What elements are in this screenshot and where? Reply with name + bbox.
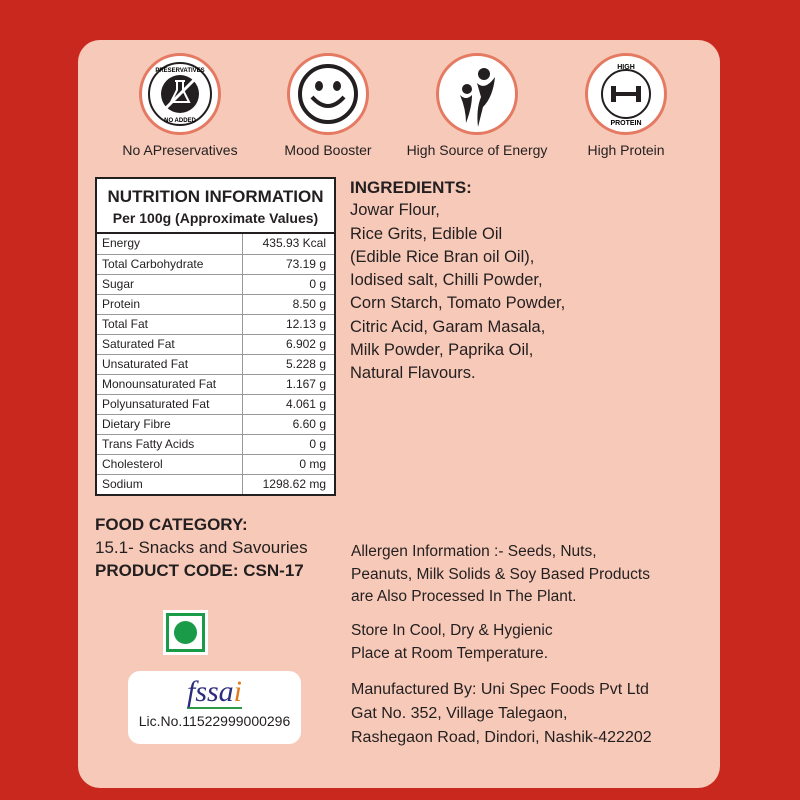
table-row: Sodium 1298.62 mg [97, 474, 334, 494]
nutrient-value: 4.061 g [285, 397, 326, 411]
nutrient-name: Dietary Fibre [97, 415, 243, 434]
nutrient-name: Unsaturated Fat [97, 355, 243, 374]
ingredients: INGREDIENTS: Jowar Flour, Rice Grits, Edi… [350, 176, 565, 386]
nutrient-name: Sodium [97, 475, 243, 494]
text-line: Place at Room Temperature. [351, 644, 549, 662]
badge-label: Mood Booster [284, 142, 372, 158]
table-row: Saturated Fat 6.902 g [97, 334, 334, 354]
text-line: Peanuts, Milk Solids & Soy Based Product… [351, 565, 650, 583]
nutrient-value: 0 g [309, 437, 326, 451]
nutrition-table: NUTRITION INFORMATION Per 100g (Approxim… [95, 177, 336, 496]
text-line: Corn Starch, Tomato Powder, [350, 294, 566, 313]
table-row: Polyunsaturated Fat 4.061 g [97, 394, 334, 414]
table-row: Unsaturated Fat 5.228 g [97, 354, 334, 374]
badge-label: High Source of Energy [406, 142, 548, 158]
nutrient-name: Trans Fatty Acids [97, 435, 243, 454]
fssai-logo: fssai [186, 675, 243, 709]
ingredients-title: INGREDIENTS: [350, 178, 472, 197]
text-line: (Edible Rice Bran oil Oil), [350, 247, 535, 266]
nutrient-name: Polyunsaturated Fat [97, 395, 243, 414]
nutrient-value: 435.93 Kcal [262, 236, 326, 250]
table-row: Dietary Fibre 6.60 g [97, 414, 334, 434]
text-line: Store In Cool, Dry & Hygienic [351, 622, 553, 639]
allergen-info: Allergen Information :- Seeds, Nuts, Pean… [351, 541, 650, 609]
nutrient-value: 1298.62 mg [262, 477, 326, 491]
nutrient-value: 6.60 g [292, 417, 326, 431]
table-row: Energy 435.93 Kcal [97, 234, 334, 254]
text-line: Rashegaon Road, Dindori, Nashik-422202 [351, 729, 652, 746]
veg-mark-icon [163, 610, 208, 655]
smiley-icon [287, 53, 369, 135]
nutrient-name: Total Fat [97, 315, 243, 334]
text-line: Iodised salt, Chilli Powder, [350, 271, 543, 290]
svg-text:PROTEIN: PROTEIN [610, 120, 641, 127]
nutrient-value: 1.167 g [285, 377, 326, 391]
table-row: Total Fat 12.13 g [97, 314, 334, 334]
nutrient-name: Sugar [97, 275, 243, 294]
no-preservatives-icon: PRESERVATIVES NO ADDED [139, 53, 221, 135]
nutrient-name: Total Carbohydrate [97, 255, 243, 274]
table-row: Total Carbohydrate 73.19 g [97, 254, 334, 274]
text-line: Citric Acid, Garam Masala, [350, 317, 546, 336]
nutrient-value: 6.902 g [285, 337, 326, 351]
text-line: Allergen Information :- Seeds, Nuts, [351, 543, 597, 560]
food-category-title: FOOD CATEGORY: [95, 515, 248, 534]
text-line: Rice Grits, Edible Oil [350, 224, 503, 243]
svg-text:HIGH: HIGH [617, 64, 635, 71]
energy-people-icon [436, 53, 518, 135]
nutrient-name: Energy [97, 234, 243, 254]
nutrient-name: Cholesterol [97, 455, 243, 474]
product-code: PRODUCT CODE: CSN-17 [95, 561, 304, 580]
nutrient-value: 0 g [309, 277, 326, 291]
nutrition-title: NUTRITION INFORMATION [107, 187, 324, 206]
fssai-license: Lic.No.11522999000296 [138, 713, 291, 729]
text-line: Natural Flavours. [350, 364, 476, 383]
svg-text:PRESERVATIVES: PRESERVATIVES [155, 68, 204, 74]
text-line: Jowar Flour, [350, 201, 440, 220]
badge-label: No APreservatives [122, 142, 238, 158]
food-category: FOOD CATEGORY: 15.1- Snacks and Savourie… [95, 513, 308, 582]
nutrient-value: 73.19 g [285, 257, 326, 271]
text-line: Milk Powder, Paprika Oil, [350, 341, 534, 360]
table-row: Trans Fatty Acids 0 g [97, 434, 334, 454]
table-row: Sugar 0 g [97, 274, 334, 294]
nutrient-value: 0 mg [299, 457, 326, 471]
nutrient-value: 12.13 g [285, 317, 326, 331]
nutrient-name: Monounsaturated Fat [97, 375, 243, 394]
text-line: Manufactured By: Uni Spec Foods Pvt Ltd [351, 681, 649, 698]
text-line: are Also Processed In The Plant. [351, 588, 577, 605]
badge-label: High Protein [587, 142, 665, 158]
nutrient-name: Protein [97, 295, 243, 314]
table-row: Monounsaturated Fat 1.167 g [97, 374, 334, 394]
table-row: Protein 8.50 g [97, 294, 334, 314]
table-row: Cholesterol 0 mg [97, 454, 334, 474]
nutrient-value: 5.228 g [285, 357, 326, 371]
manufacturer-info: Manufactured By: Uni Spec Foods Pvt Ltd G… [351, 678, 652, 750]
nutrient-name: Saturated Fat [97, 335, 243, 354]
nutrient-value: 8.50 g [292, 297, 326, 311]
svg-text:NO ADDED: NO ADDED [164, 118, 196, 124]
storage-info: Store In Cool, Dry & Hygienic Place at Ro… [351, 620, 553, 665]
fssai-badge: fssai Lic.No.11522999000296 [128, 671, 301, 744]
food-category-value: 15.1- Snacks and Savouries [95, 538, 308, 557]
text-line: Gat No. 352, Village Talegaon, [351, 705, 568, 722]
dumbbell-icon: HIGH PROTEIN [585, 53, 667, 135]
nutrition-subtitle: Per 100g (Approximate Values) [112, 210, 319, 226]
